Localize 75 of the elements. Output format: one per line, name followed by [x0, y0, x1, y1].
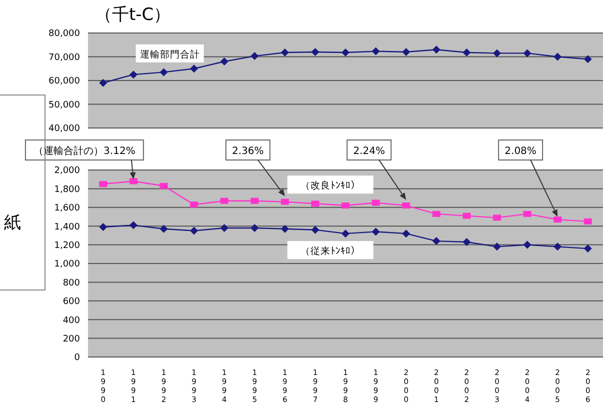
point	[432, 210, 440, 217]
point	[402, 48, 410, 56]
point	[129, 221, 138, 230]
y-tick-label: 80,000	[48, 29, 80, 40]
point	[220, 58, 228, 66]
point	[342, 48, 350, 56]
point	[311, 200, 320, 207]
point	[129, 70, 138, 79]
y-tick-label: 200	[62, 334, 80, 344]
point	[280, 48, 289, 56]
point	[523, 49, 532, 58]
point	[160, 224, 168, 233]
y-tick-label: 600	[62, 297, 80, 308]
y-tick-label: 1,800	[54, 184, 80, 195]
y-tick-label: 1,200	[54, 240, 80, 251]
point	[402, 230, 410, 238]
point	[99, 223, 108, 232]
point	[492, 49, 501, 58]
point	[311, 48, 320, 56]
point	[492, 242, 501, 251]
point	[492, 214, 501, 221]
point	[250, 198, 259, 204]
point	[584, 218, 592, 224]
point	[554, 242, 562, 251]
point	[372, 228, 380, 236]
point	[220, 198, 228, 204]
point	[462, 238, 471, 246]
point	[372, 47, 380, 56]
point	[160, 68, 168, 76]
point	[160, 182, 168, 189]
point	[584, 55, 592, 64]
point	[554, 216, 562, 223]
point	[554, 52, 562, 61]
point	[432, 237, 440, 246]
point	[129, 178, 138, 184]
y-tick-label: 70,000	[48, 52, 80, 63]
point	[342, 230, 350, 238]
y-tick-label: 1,000	[54, 260, 80, 270]
point	[280, 198, 289, 205]
point	[250, 224, 259, 232]
point	[523, 210, 532, 217]
point	[220, 224, 228, 232]
y-tick-label: 40,000	[48, 124, 80, 134]
y-tick-label: 2,000	[54, 166, 80, 176]
point	[190, 202, 198, 208]
y-tick-label: 50,000	[48, 100, 80, 110]
point	[584, 244, 592, 253]
point	[432, 46, 440, 54]
y-tick-label: 800	[62, 278, 80, 288]
y-tick-label: 0	[74, 353, 80, 364]
y-tick-label: 1,600	[54, 204, 80, 214]
series-label: （改良ﾄﾝｷﾛ）	[300, 180, 360, 192]
point	[372, 200, 380, 206]
chart-title: （千t-C）	[95, 5, 171, 25]
point	[99, 78, 108, 87]
y-tick-label: 1,400	[54, 222, 80, 232]
y-tick-label: 60,000	[48, 76, 80, 87]
series-label: 運輸部門合計	[140, 48, 200, 60]
point	[190, 226, 198, 235]
point	[250, 52, 259, 60]
annotation: 2.08%	[504, 146, 536, 157]
point	[190, 64, 198, 73]
series-label: （従来ﾄﾝｷﾛ）	[300, 245, 360, 258]
text: 紙	[4, 213, 21, 233]
annotation: 2.36%	[232, 146, 264, 157]
y-tick-label: 400	[62, 316, 80, 326]
point	[280, 224, 289, 233]
point	[462, 48, 471, 56]
point	[342, 202, 350, 209]
point	[402, 202, 410, 209]
point	[311, 226, 320, 234]
point	[462, 212, 471, 219]
point	[523, 240, 532, 249]
annotation: 2.24%	[353, 146, 385, 157]
point	[99, 181, 108, 188]
